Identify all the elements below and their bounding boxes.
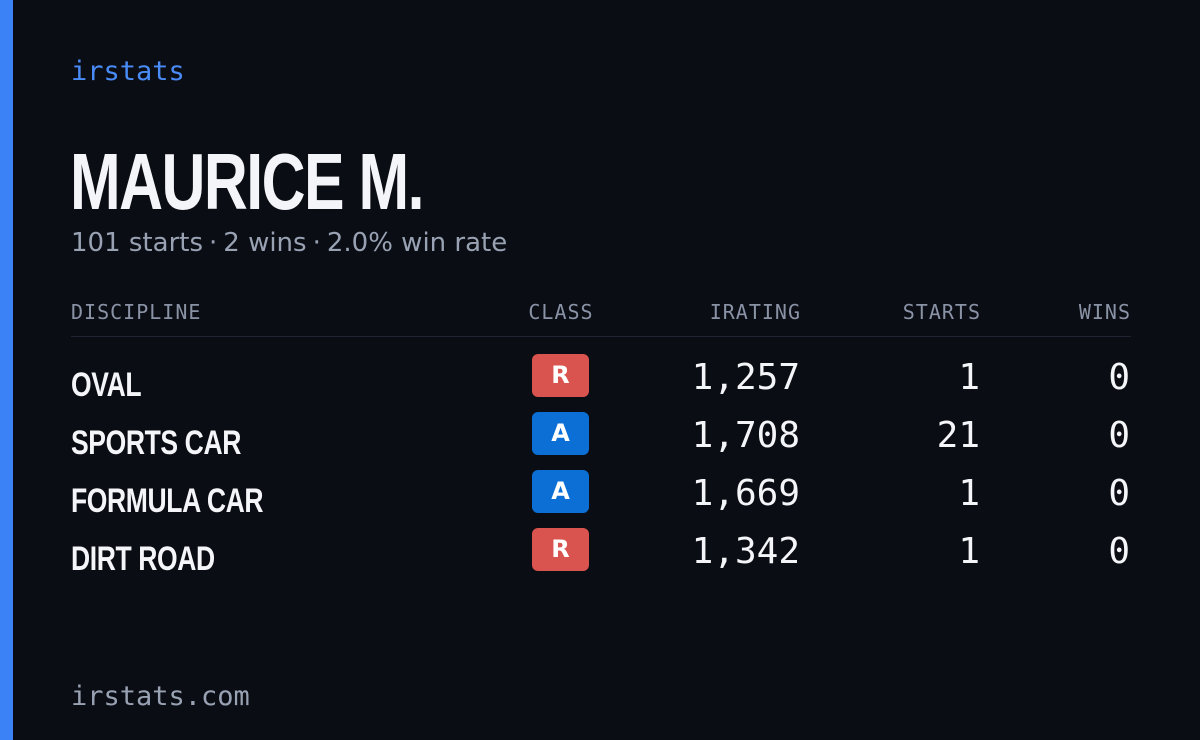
table-row: SPORTS CAR A 1,708 21 0 (71, 412, 1131, 470)
header-starts: STARTS (902, 300, 981, 324)
header-irating: IRATING (709, 300, 801, 324)
summary-separator: · (209, 228, 218, 258)
wins-value: 0 (1108, 531, 1130, 572)
table-body: OVAL R 1,257 1 0 SPORTS CAR A 1,708 21 0… (71, 337, 1131, 586)
driver-name: MAURICE M. (70, 137, 424, 226)
table-row: FORMULA CAR A 1,669 1 0 (71, 470, 1131, 528)
wins-summary: 2 wins (223, 228, 307, 258)
brand-logo-text: irstats (71, 56, 185, 87)
table-row: DIRT ROAD R 1,342 1 0 (71, 528, 1131, 586)
irating-value: 1,708 (691, 415, 800, 456)
wins-value: 0 (1108, 415, 1130, 456)
header-wins: WINS (1078, 300, 1131, 324)
class-badge: R (532, 354, 589, 397)
discipline-table: DISCIPLINE CLASS IRATING STARTS WINS OVA… (71, 296, 1131, 586)
table-header: DISCIPLINE CLASS IRATING STARTS WINS (71, 296, 1131, 337)
starts-value: 1 (958, 473, 980, 514)
irating-value: 1,669 (691, 473, 800, 514)
header-discipline: DISCIPLINE (71, 300, 202, 324)
starts-value: 1 (958, 357, 980, 398)
wins-value: 0 (1108, 357, 1130, 398)
starts-summary: 101 starts (71, 228, 203, 258)
class-badge: R (532, 528, 589, 571)
table-row: OVAL R 1,257 1 0 (71, 354, 1131, 412)
discipline-name: FORMULA CAR (71, 482, 264, 520)
discipline-name: OVAL (71, 366, 142, 404)
starts-value: 21 (936, 415, 980, 456)
win-rate-summary: 2.0% win rate (326, 228, 508, 258)
discipline-name: DIRT ROAD (71, 540, 215, 578)
summary-separator: · (312, 228, 321, 258)
class-badge: A (532, 412, 589, 455)
discipline-name: SPORTS CAR (71, 424, 241, 462)
class-badge: A (532, 470, 589, 513)
wins-value: 0 (1108, 473, 1130, 514)
header-class: CLASS (528, 300, 594, 324)
footer-url: irstats.com (71, 681, 250, 712)
irating-value: 1,342 (691, 531, 800, 572)
irating-value: 1,257 (691, 357, 800, 398)
accent-bar (0, 0, 13, 740)
starts-value: 1 (958, 531, 980, 572)
driver-summary: 101 starts · 2 wins · 2.0% win rate (71, 228, 507, 258)
